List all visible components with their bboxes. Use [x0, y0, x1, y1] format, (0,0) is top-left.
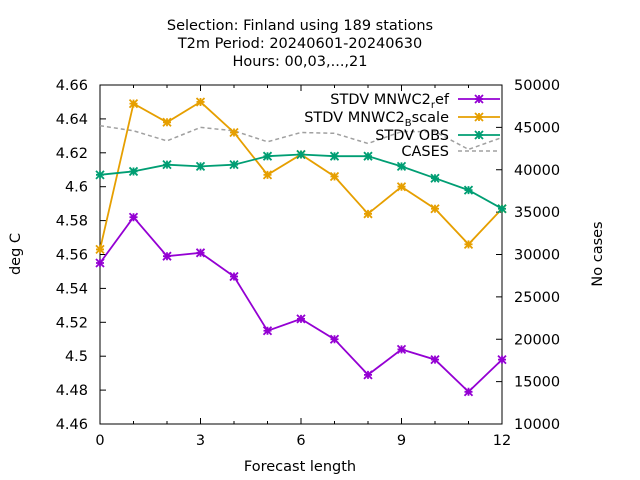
- data-point: [363, 151, 373, 161]
- series-3: [99, 124, 503, 151]
- legend-label: CASES: [401, 144, 449, 160]
- legend-marker: [474, 94, 484, 104]
- title-line-3: Hours: 00,03,...,21: [233, 54, 368, 70]
- y-tick-label: 4.62: [56, 146, 88, 162]
- chart-title: Selection: Finland using 189 stations T2…: [167, 18, 433, 70]
- x-axis-label: Forecast length: [244, 459, 356, 475]
- data-point: [396, 182, 407, 192]
- data-point: [95, 244, 105, 255]
- y-axis-label: deg C: [8, 233, 24, 275]
- y-tick-label: 4.46: [56, 417, 88, 433]
- legend-label-subscript: B: [405, 118, 412, 129]
- data-point: [95, 258, 105, 268]
- y2-tick-label: 15000: [514, 375, 560, 391]
- y2-tick-label: 10000: [514, 417, 560, 433]
- data-point: [363, 209, 373, 219]
- data-point: [396, 344, 407, 355]
- data-point: [195, 161, 206, 171]
- data-point: [95, 170, 105, 180]
- x-tick-label: 12: [493, 433, 511, 449]
- legend-label: STDV MNWC2Bscale: [304, 110, 449, 129]
- legend-marker: [474, 112, 484, 122]
- data-point: [430, 173, 440, 183]
- data-point: [262, 170, 273, 180]
- data-point: [497, 204, 507, 214]
- x-tick-label: 9: [397, 433, 406, 449]
- data-point: [463, 387, 474, 397]
- data-point: [329, 151, 340, 161]
- title-line-1: Selection: Finland using 189 stations: [167, 18, 433, 34]
- y2-tick-label: 35000: [514, 205, 560, 221]
- series-line: [99, 124, 503, 151]
- legend-label-rest: ef: [435, 92, 450, 108]
- y-tick-label: 4.56: [56, 248, 88, 264]
- y2-axis: 10000 15000 20000 25000 30000 35000 40000 45000…: [496, 78, 560, 433]
- legend-label: STDV OBS: [375, 128, 449, 144]
- y2-tick-label: 30000: [514, 248, 560, 264]
- legend-label-rest: scale: [412, 110, 449, 126]
- data-point: [329, 171, 340, 182]
- data-point: [497, 354, 507, 365]
- legend-label-main: CASES: [401, 144, 449, 160]
- data-point: [262, 151, 273, 161]
- data-point: [296, 314, 306, 324]
- data-point: [195, 248, 206, 258]
- data-point: [396, 161, 407, 171]
- x-axis: 0 3 6 9 12: [95, 85, 511, 449]
- data-point: [329, 334, 340, 344]
- data-point: [162, 117, 172, 127]
- y-tick-label: 4.6: [65, 180, 88, 196]
- data-point: [262, 326, 273, 336]
- data-point: [162, 160, 172, 170]
- data-point: [128, 166, 139, 177]
- y-tick-label: 4.54: [56, 281, 88, 297]
- y-tick-label: 4.64: [56, 112, 88, 128]
- x-tick-label: 0: [95, 433, 104, 449]
- data-point: [463, 185, 474, 195]
- y-tick-label: 4.58: [56, 214, 88, 230]
- legend-marker: [474, 130, 484, 140]
- legend-label-main: STDV OBS: [375, 128, 449, 144]
- y-axis: 4.46 4.48 4.5 4.52 4.54 4.56 4.58 4.6 4.62 4.64 4.…: [56, 78, 106, 433]
- y-tick-label: 4.48: [56, 383, 88, 399]
- y-tick-label: 4.52: [56, 315, 88, 331]
- series-line: [99, 215, 503, 394]
- data-point: [363, 370, 373, 380]
- legend-label-main: STDV MNWC2: [304, 110, 405, 126]
- data-point: [128, 99, 139, 109]
- y2-tick-label: 45000: [514, 120, 560, 136]
- y-tick-label: 4.5: [65, 349, 88, 365]
- data-point: [463, 239, 474, 249]
- y2-tick-label: 25000: [514, 290, 560, 306]
- x-tick-label: 6: [296, 433, 305, 449]
- data-point: [128, 212, 139, 222]
- data-point: [229, 127, 239, 138]
- data-point: [430, 204, 440, 214]
- title-line-2: T2m Period: 20240601-20240630: [177, 36, 422, 52]
- series-layer: [95, 97, 507, 397]
- data-point: [195, 97, 206, 107]
- data-point: [162, 251, 172, 261]
- data-point: [430, 354, 440, 365]
- y2-axis-label: No cases: [590, 221, 606, 286]
- legend-label: STDV MNWC2ref: [330, 92, 450, 111]
- x-tick-label: 3: [196, 433, 205, 449]
- y-tick-label: 4.66: [56, 78, 88, 94]
- series-line: [99, 153, 503, 210]
- y2-tick-label: 40000: [514, 163, 560, 179]
- legend-label-subscript: r: [431, 100, 436, 111]
- data-point: [296, 149, 306, 160]
- y2-tick-label: 50000: [514, 78, 560, 94]
- y2-tick-label: 20000: [514, 332, 560, 348]
- series-0: [95, 212, 507, 397]
- legend-label-main: STDV MNWC2: [330, 92, 431, 108]
- series-2: [95, 149, 507, 214]
- data-point: [229, 271, 239, 282]
- data-point: [229, 160, 239, 170]
